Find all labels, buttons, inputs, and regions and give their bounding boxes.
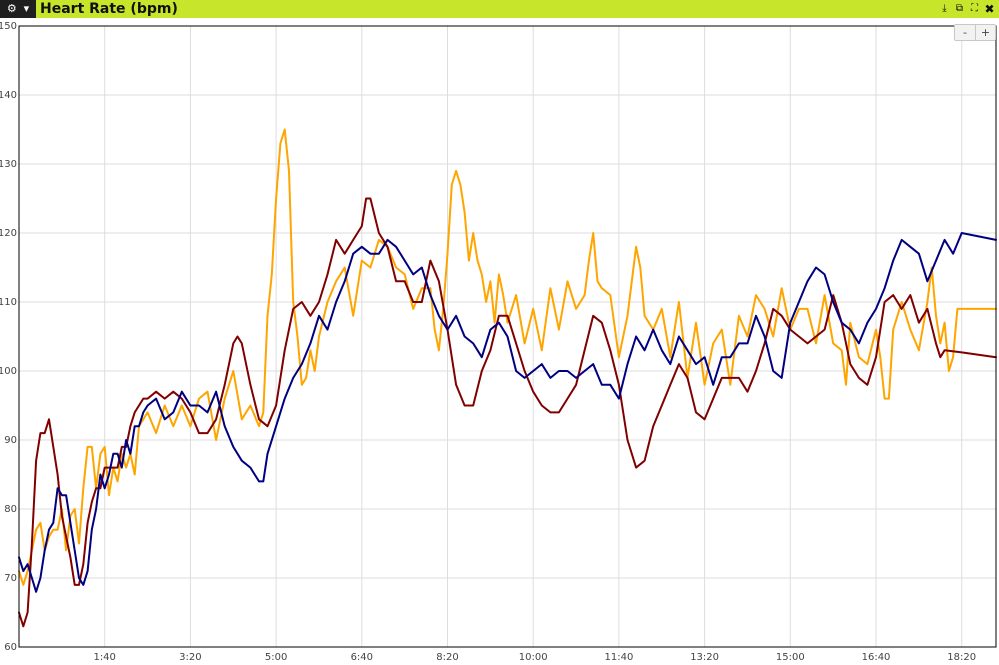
y-tick-label: 80 [4,504,17,515]
y-tick-label: 100 [0,366,17,377]
x-tick-label: 10:00 [519,652,548,663]
y-tick-label: 150 [0,21,17,32]
close-icon[interactable]: ✖ [984,2,995,16]
y-tick-label: 110 [0,297,17,308]
x-tick-label: 18:20 [947,652,976,663]
download-icon[interactable]: ⤓ [942,3,947,14]
popout-icon[interactable]: ⧉ [955,3,964,14]
x-tick-label: 5:00 [265,652,287,663]
y-tick-label: 70 [4,573,17,584]
x-tick-label: 6:40 [351,652,373,663]
gear-icon: ⚙ [6,2,17,15]
x-tick-label: 13:20 [690,652,719,663]
series-line-3 [18,232,997,593]
y-tick-label: 90 [4,435,17,446]
x-tick-label: 15:00 [776,652,805,663]
x-tick-label: 16:40 [862,652,891,663]
zoom-out-button[interactable]: - [955,25,975,40]
zoom-in-button[interactable]: + [975,25,995,40]
window-titlebar: ⚙ ▾ Heart Rate (bpm) ⤓ ⧉ ⛶ ✖ [0,0,999,18]
window-menu-button[interactable]: ⚙ ▾ [0,0,36,18]
y-tick-label: 60 [4,642,17,653]
x-tick-label: 1:40 [93,652,115,663]
y-tick-label: 120 [0,228,17,239]
y-tick-label: 140 [0,90,17,101]
plot-frame [18,25,997,648]
heart-rate-chart: 60 70 80 90 100 110 120 130 140 150 1:40 3:20 5:00 6:… [0,21,997,663]
caret-down-icon: ▾ [23,2,30,15]
y-tick-label: 130 [0,159,17,170]
zoom-controls: - + [954,24,996,41]
x-tick-label: 11:40 [604,652,633,663]
x-tick-label: 3:20 [179,652,201,663]
fullscreen-icon[interactable]: ⛶ [971,3,978,14]
x-tick-label: 8:20 [436,652,458,663]
window-title: Heart Rate (bpm) [40,1,178,17]
